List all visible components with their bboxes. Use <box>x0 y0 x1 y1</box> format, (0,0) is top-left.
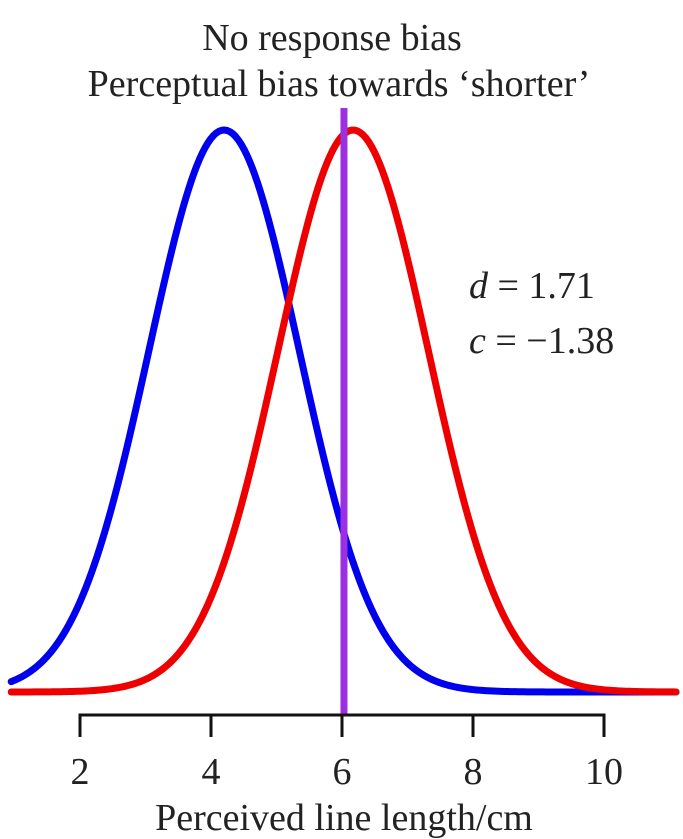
d-symbol: d <box>469 265 489 307</box>
x-tick-label-4: 4 <box>202 751 221 793</box>
c-value: = −1.38 <box>486 320 614 362</box>
x-axis: 2 4 6 8 10 <box>71 713 623 793</box>
d-value: = 1.71 <box>488 265 595 307</box>
x-tick-label-2: 2 <box>71 751 90 793</box>
plot-area <box>7 108 680 716</box>
x-tick-label-10: 10 <box>585 751 623 793</box>
x-axis-label: Perceived line length/cm <box>155 797 533 839</box>
d-prime-annotation: d = 1.71 <box>469 265 595 307</box>
x-tick-label-8: 8 <box>464 751 483 793</box>
chart-title: No response bias <box>202 17 462 59</box>
criterion-annotation: c = −1.38 <box>469 320 614 362</box>
c-symbol: c <box>469 320 486 362</box>
chart-subtitle: Perceptual bias towards ‘shorter’ <box>88 63 591 105</box>
x-tick-label-6: 6 <box>333 751 352 793</box>
